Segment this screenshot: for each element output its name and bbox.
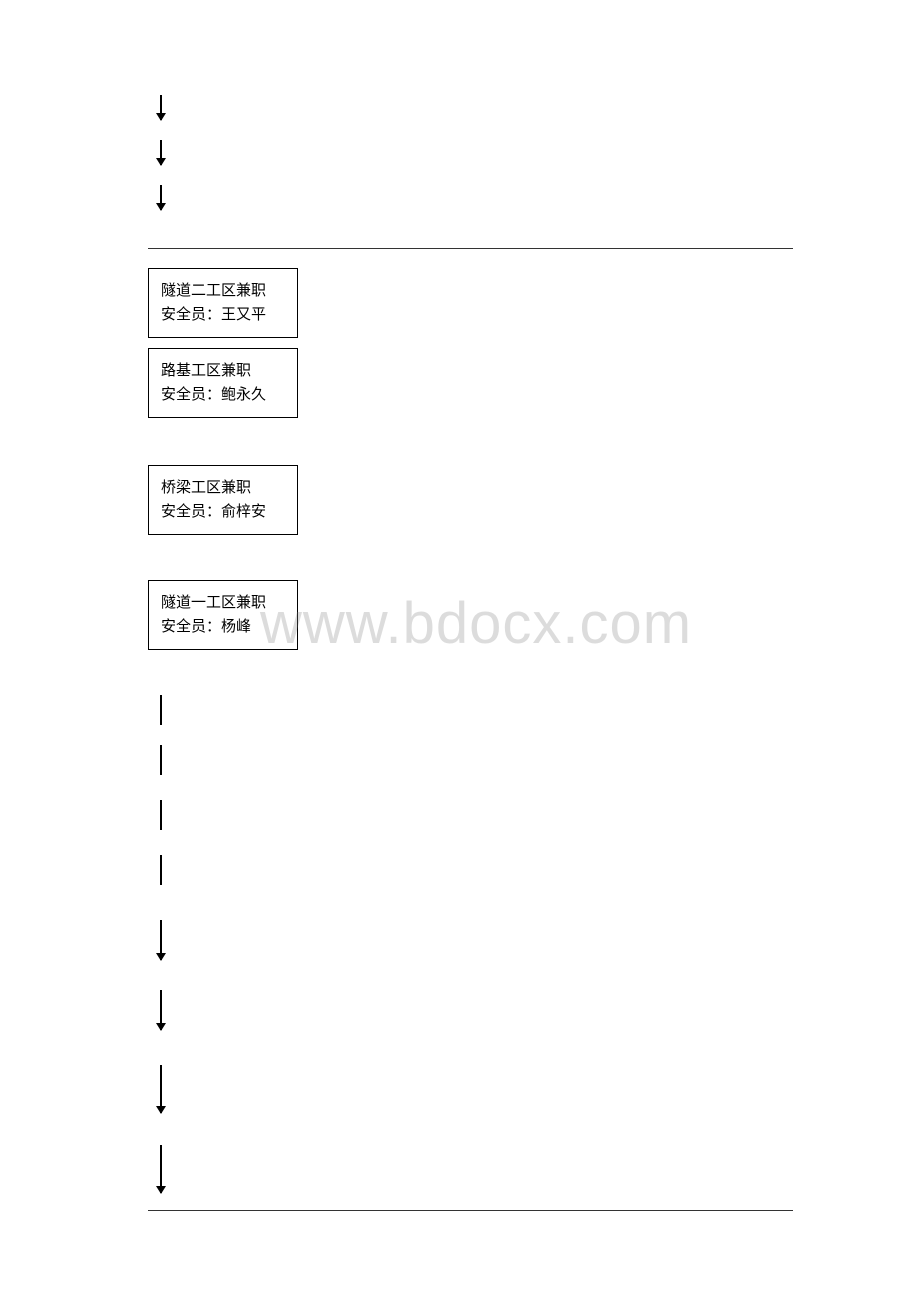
- arrow-down: [160, 185, 162, 210]
- box-line2: 安全员：王又平: [161, 303, 285, 327]
- box-line1: 桥梁工区兼职: [161, 476, 285, 500]
- box-line2: 安全员：鲍永久: [161, 383, 285, 407]
- box-line2: 安全员：俞梓安: [161, 500, 285, 524]
- arrow-down: [160, 140, 162, 165]
- arrow-down: [160, 1065, 162, 1113]
- org-box: 隧道一工区兼职 安全员：杨峰: [148, 580, 298, 650]
- org-box: 桥梁工区兼职 安全员：俞梓安: [148, 465, 298, 535]
- box-line1: 隧道二工区兼职: [161, 279, 285, 303]
- vertical-line: [160, 695, 162, 725]
- horizontal-rule: [148, 248, 793, 249]
- vertical-line: [160, 800, 162, 830]
- org-box: 隧道二工区兼职 安全员：王又平: [148, 268, 298, 338]
- arrow-down: [160, 920, 162, 960]
- vertical-line: [160, 855, 162, 885]
- vertical-line: [160, 745, 162, 775]
- horizontal-rule: [148, 1210, 793, 1211]
- watermark-text: www.bdocx.com: [260, 590, 692, 657]
- box-line2: 安全员：杨峰: [161, 615, 285, 639]
- org-box: 路基工区兼职 安全员：鲍永久: [148, 348, 298, 418]
- box-line1: 隧道一工区兼职: [161, 591, 285, 615]
- arrow-down: [160, 990, 162, 1030]
- arrow-down: [160, 1145, 162, 1193]
- arrow-down: [160, 95, 162, 120]
- box-line1: 路基工区兼职: [161, 359, 285, 383]
